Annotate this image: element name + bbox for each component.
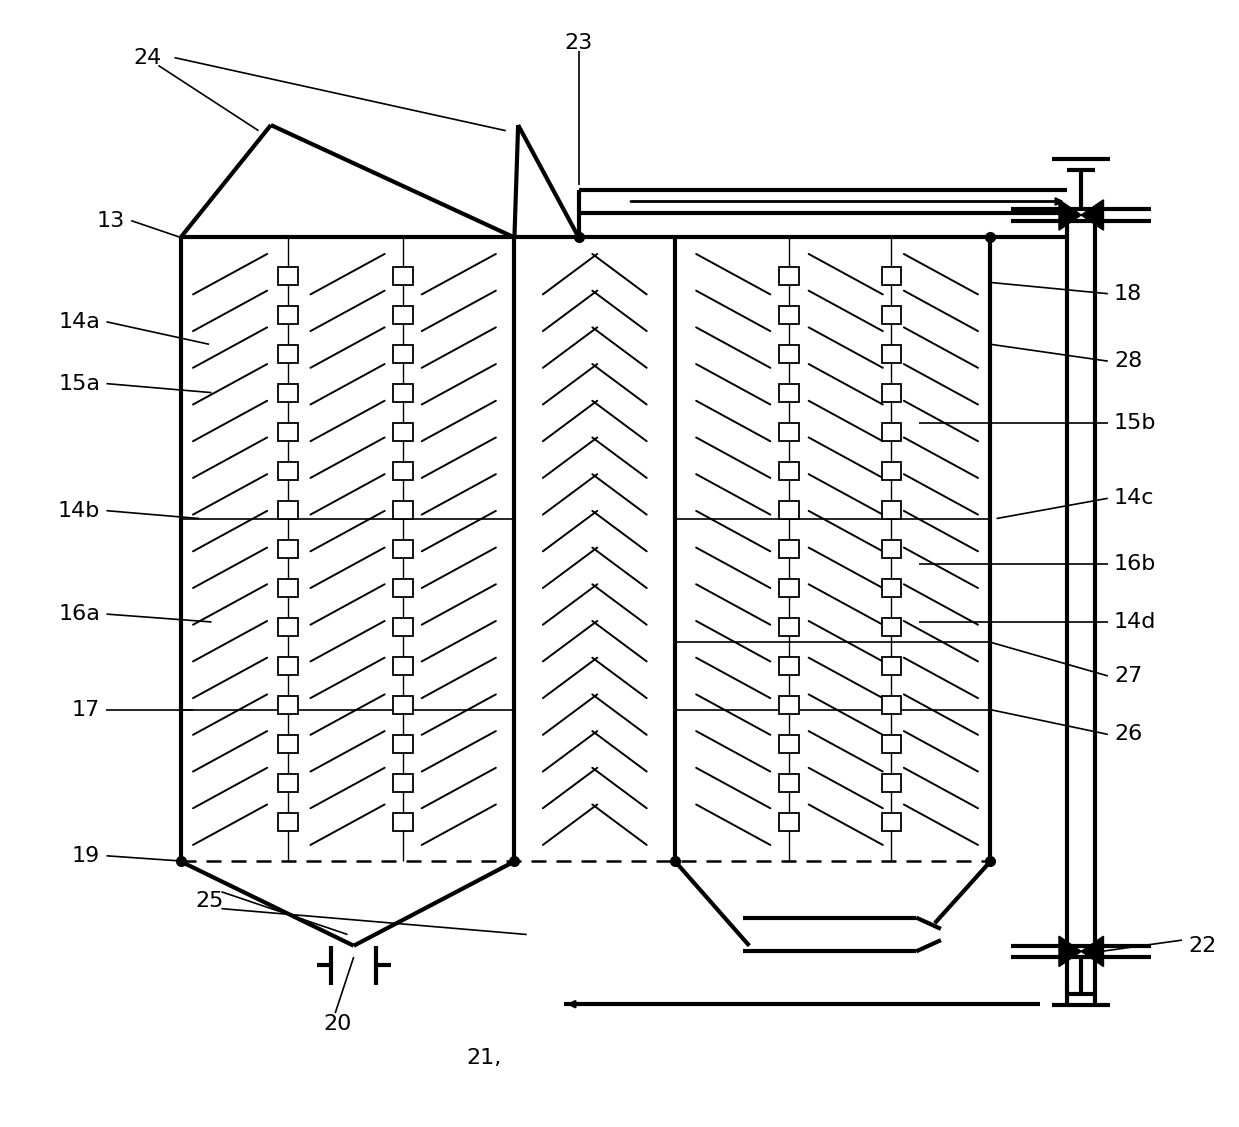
Bar: [882, 424, 901, 442]
Bar: [882, 736, 901, 754]
Bar: [779, 696, 799, 715]
Bar: [779, 736, 799, 754]
Bar: [779, 814, 799, 832]
Bar: [279, 424, 299, 442]
Bar: [882, 384, 901, 402]
Text: 21,: 21,: [466, 1048, 501, 1068]
Bar: [393, 424, 413, 442]
Bar: [393, 736, 413, 754]
Bar: [393, 462, 413, 480]
Bar: [882, 814, 901, 832]
Bar: [279, 657, 299, 675]
Polygon shape: [1082, 199, 1104, 230]
Text: 28: 28: [1114, 352, 1142, 371]
Bar: [882, 657, 901, 675]
Bar: [279, 384, 299, 402]
Bar: [279, 579, 299, 597]
Text: 23: 23: [565, 33, 592, 53]
Text: 26: 26: [1114, 725, 1142, 744]
Bar: [882, 346, 901, 364]
Bar: [279, 267, 299, 285]
Text: 19: 19: [72, 845, 100, 866]
Bar: [279, 619, 299, 637]
Bar: [882, 307, 901, 325]
Bar: [779, 541, 799, 559]
Bar: [779, 579, 799, 597]
Text: 13: 13: [97, 211, 125, 231]
Bar: [779, 384, 799, 402]
Text: 22: 22: [1188, 935, 1217, 956]
Bar: [779, 424, 799, 442]
Bar: [393, 696, 413, 715]
Bar: [882, 502, 901, 520]
Text: 25: 25: [195, 890, 223, 911]
Text: 15a: 15a: [58, 374, 100, 393]
Text: 15b: 15b: [1114, 412, 1156, 433]
Text: 14c: 14c: [1114, 488, 1155, 508]
Bar: [393, 502, 413, 520]
Bar: [393, 384, 413, 402]
Polygon shape: [1059, 937, 1082, 967]
Text: 20: 20: [323, 1014, 352, 1035]
Bar: [393, 541, 413, 559]
Bar: [882, 774, 901, 792]
Bar: [393, 267, 413, 285]
Text: 14a: 14a: [58, 312, 100, 331]
Bar: [393, 619, 413, 637]
Bar: [779, 774, 799, 792]
Bar: [882, 267, 901, 285]
Bar: [279, 346, 299, 364]
Text: 24: 24: [133, 47, 161, 68]
Bar: [393, 657, 413, 675]
Bar: [779, 307, 799, 325]
Text: 14b: 14b: [58, 500, 100, 521]
Bar: [279, 462, 299, 480]
Bar: [393, 307, 413, 325]
Bar: [882, 462, 901, 480]
Bar: [779, 502, 799, 520]
Text: 18: 18: [1114, 284, 1142, 303]
Text: 27: 27: [1114, 666, 1142, 686]
Text: 17: 17: [72, 700, 100, 720]
Text: 16b: 16b: [1114, 553, 1156, 574]
Text: 14d: 14d: [1114, 612, 1156, 632]
Bar: [779, 346, 799, 364]
Bar: [882, 579, 901, 597]
Bar: [882, 696, 901, 715]
Polygon shape: [1059, 199, 1082, 230]
Bar: [279, 541, 299, 559]
Bar: [279, 502, 299, 520]
Bar: [882, 541, 901, 559]
Bar: [279, 814, 299, 832]
Bar: [779, 619, 799, 637]
Bar: [779, 462, 799, 480]
Polygon shape: [1082, 937, 1104, 967]
Text: 16a: 16a: [58, 604, 100, 624]
Bar: [393, 814, 413, 832]
Bar: [779, 657, 799, 675]
Bar: [279, 736, 299, 754]
Bar: [882, 619, 901, 637]
Bar: [393, 579, 413, 597]
Bar: [393, 774, 413, 792]
Bar: [279, 307, 299, 325]
Bar: [393, 346, 413, 364]
Bar: [279, 696, 299, 715]
Bar: [279, 774, 299, 792]
Bar: [779, 267, 799, 285]
